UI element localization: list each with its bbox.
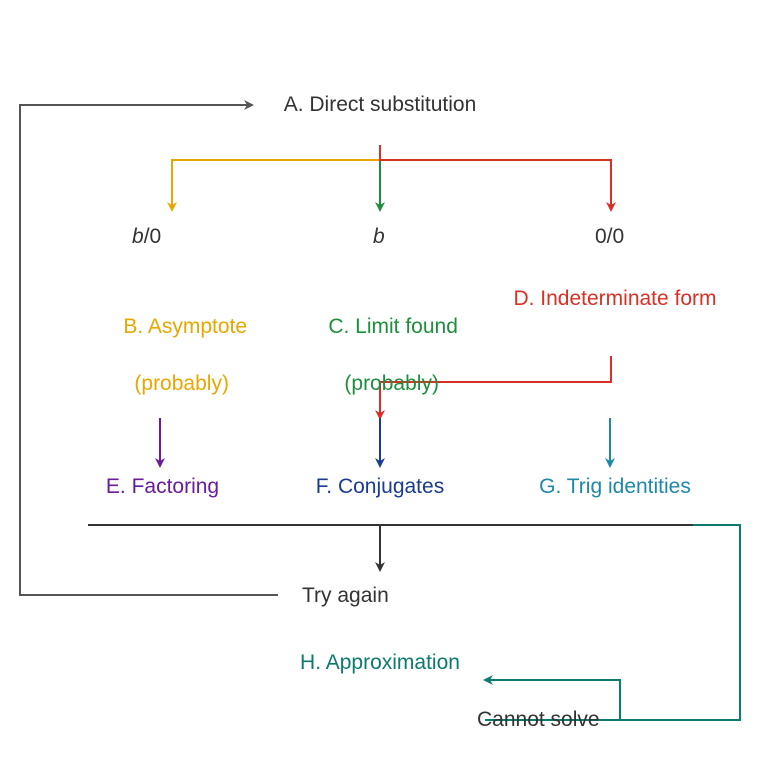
node-F: F. Conjugates	[310, 473, 450, 501]
edge-A-to-B	[172, 145, 380, 210]
flowchart-canvas: A. Direct substitution B. Asymptote (pro…	[0, 0, 760, 778]
node-H: H. Approximation	[290, 649, 470, 677]
node-B-line1: B. Asymptote	[123, 315, 247, 338]
label-zero-zero: 0/0	[595, 225, 624, 249]
node-G: G. Trig identities	[530, 473, 700, 501]
edge-cannot-solve-to-H	[485, 525, 740, 720]
edge-A-to-D	[380, 145, 611, 210]
label-b: b	[373, 225, 385, 249]
node-C-line1: C. Limit found	[328, 315, 458, 338]
node-B: B. Asymptote (probably)	[100, 285, 240, 427]
label-b-over-zero: b/0	[132, 225, 161, 249]
node-C-line2: (probably)	[344, 372, 439, 395]
node-C: C. Limit found (probably)	[305, 285, 455, 427]
label-try-again: Try again	[302, 584, 389, 608]
node-B-line2: (probably)	[134, 372, 229, 395]
label-cannot-solve: Cannot solve	[477, 708, 600, 732]
node-E: E. Factoring	[100, 473, 225, 501]
node-A: A. Direct substitution	[275, 91, 485, 119]
node-D: D. Indeterminate form	[510, 285, 720, 313]
